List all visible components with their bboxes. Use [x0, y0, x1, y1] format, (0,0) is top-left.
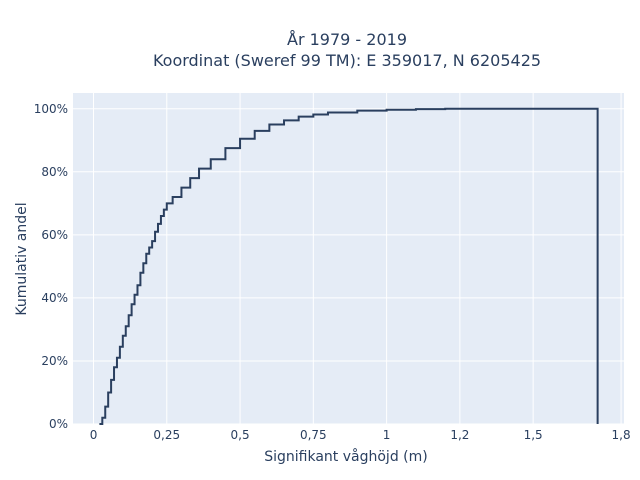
series-group [99, 107, 599, 425]
plot-area [73, 93, 624, 424]
x-tick-label: 0 [90, 428, 98, 442]
y-tick-label: 40% [41, 291, 68, 305]
y-tick-label: 0% [49, 417, 68, 431]
x-tick-label: 1,2 [450, 428, 469, 442]
y-tick-label: 80% [41, 165, 68, 179]
x-tick-label: 0,25 [153, 428, 180, 442]
y-tick-label: 100% [34, 102, 68, 116]
x-tick-label: 0,75 [300, 428, 327, 442]
y-tick-label: 20% [41, 354, 68, 368]
x-tick-label: 1,5 [524, 428, 543, 442]
y-axis-title: Kumulativ andel [14, 202, 30, 315]
x-tick-labels: 0 0,25 0,5 0,75 1 1,2 1,5 1,8 [90, 428, 631, 442]
y-tick-labels: 0% 20% 40% 60% 80% 100% [34, 102, 68, 431]
chart-title: År 1979 - 2019 [287, 30, 407, 49]
x-axis-title: Signifikant våghöjd (m) [264, 448, 427, 465]
x-tick-label: 0,5 [231, 428, 250, 442]
y-tick-label: 60% [41, 228, 68, 242]
x-tick-label: 1,8 [612, 428, 631, 442]
cdf-step-line [99, 107, 599, 425]
chart-subtitle: Koordinat (Sweref 99 TM): E 359017, N 62… [153, 51, 541, 70]
x-tick-label: 1 [383, 428, 391, 442]
